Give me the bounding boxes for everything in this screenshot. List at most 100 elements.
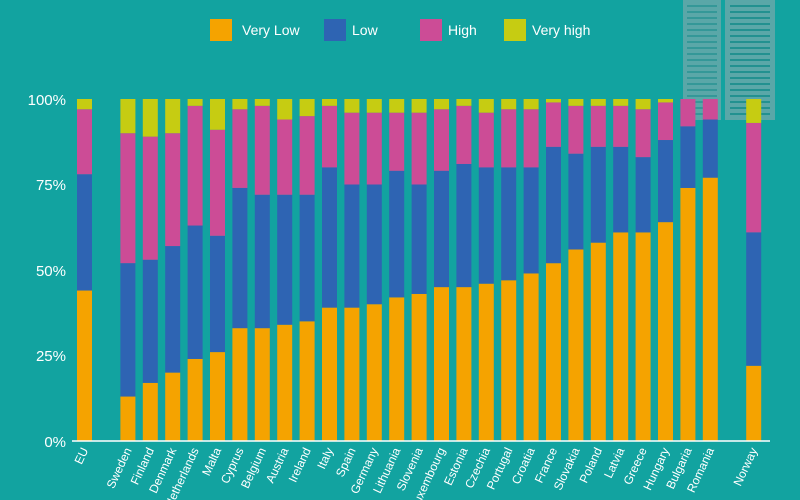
bar-segment-very-high: [478, 99, 494, 113]
bar-segment-high: [702, 99, 718, 120]
bar-segment-high: [389, 112, 405, 171]
bar-segment-very-low: [389, 297, 405, 441]
bar-segment-low: [277, 194, 293, 325]
bar-segment-high: [187, 105, 203, 226]
legend-swatch-very-high: [504, 19, 526, 41]
x-tick-label: Italy: [314, 445, 336, 471]
bar-segment-low: [434, 170, 449, 288]
bar-segment-very-low: [120, 396, 136, 441]
bar-segment-high: [501, 109, 517, 168]
bar-segment-very-high: [523, 99, 539, 110]
bars-group: [77, 99, 762, 441]
bar-segment-low: [613, 146, 629, 233]
bar-segment-very-high: [658, 99, 673, 103]
bar-segment-very-high: [299, 99, 315, 117]
bar-segment-low: [635, 157, 651, 233]
bar-segment-high: [746, 122, 762, 233]
bar-segment-very-low: [210, 352, 225, 441]
bar-segment-very-low: [478, 283, 494, 441]
bar-segment-high: [411, 112, 427, 185]
bar-segment-very-low: [277, 324, 293, 441]
bar-segment-very-low: [568, 249, 584, 441]
legend-label-very-low: Very Low: [242, 22, 300, 38]
bar-segment-very-high: [366, 99, 382, 113]
bar-segment-low: [210, 235, 225, 353]
bar-segment-high: [635, 109, 651, 158]
bar-segment-high: [299, 116, 315, 195]
building-decoration: [683, 0, 775, 120]
bar-segment-high: [613, 105, 629, 147]
bar-segment-low: [187, 225, 203, 359]
bar-segment-low: [746, 232, 762, 366]
bar-segment-very-high: [411, 99, 427, 113]
bar-segment-high: [434, 109, 449, 171]
legend-swatch-high: [420, 19, 442, 41]
bar-segment-low: [702, 119, 718, 178]
bar-segment-low: [232, 187, 248, 329]
y-tick-label: 100%: [28, 92, 66, 109]
bar-segment-very-high: [254, 99, 270, 106]
bar-segment-very-low: [613, 232, 629, 441]
bar-segment-very-low: [187, 358, 203, 441]
bar-segment-high: [366, 112, 382, 185]
bar-segment-very-low: [546, 263, 561, 441]
bar-segment-very-high: [590, 99, 606, 106]
bar-segment-very-low: [746, 365, 762, 441]
bar-segment-high: [658, 102, 673, 141]
bar-segment-very-high: [277, 99, 293, 120]
bar-segment-low: [366, 184, 382, 305]
bar-segment-high: [546, 102, 561, 147]
legend: Very Low Low High Very high: [210, 19, 590, 41]
bar-segment-very-high: [746, 99, 762, 123]
legend-swatch-very-low: [210, 19, 232, 41]
bar-segment-very-high: [546, 99, 561, 103]
y-tick-label: 0%: [44, 434, 66, 451]
bar-segment-very-high: [389, 99, 405, 113]
y-tick-label: 25%: [36, 348, 66, 365]
bar-segment-very-low: [165, 372, 181, 441]
bar-segment-low: [322, 167, 337, 308]
bar-segment-low: [590, 146, 606, 243]
bar-segment-very-high: [613, 99, 629, 106]
bar-segment-low: [478, 167, 494, 284]
legend-label-very-high: Very high: [532, 22, 590, 38]
bar-segment-low: [456, 163, 472, 288]
legend-swatch-low: [324, 19, 346, 41]
bar-segment-very-low: [299, 321, 315, 441]
bar-segment-low: [120, 263, 136, 397]
legend-label-high: High: [448, 22, 477, 38]
bar-segment-high: [120, 133, 136, 264]
bar-segment-high: [165, 133, 181, 247]
bar-segment-very-low: [702, 177, 718, 441]
bar-segment-high: [254, 105, 270, 195]
bar-segment-very-high: [165, 99, 181, 134]
bar-segment-very-high: [568, 99, 584, 106]
bar-segment-high: [478, 112, 494, 168]
bar-segment-very-low: [254, 328, 270, 441]
x-tick-label: EU: [71, 445, 91, 466]
bar-segment-very-low: [658, 222, 673, 441]
bar-segment-high: [680, 99, 696, 127]
bar-segment-low: [344, 184, 360, 308]
bar-segment-very-low: [344, 307, 360, 441]
bar-segment-high: [277, 119, 293, 195]
bar-segment-high: [523, 109, 539, 168]
bar-segment-high: [344, 112, 360, 185]
bar-segment-very-low: [590, 242, 606, 441]
bar-segment-low: [142, 259, 158, 383]
bar-segment-low: [254, 194, 270, 329]
bar-segment-high: [77, 109, 92, 175]
bar-segment-high: [232, 109, 248, 188]
bar-segment-low: [389, 170, 405, 298]
x-axis-labels: EU SwedenFinlandDenmarkNetherlandsMaltaCy…: [71, 444, 760, 500]
bar-segment-very-high: [210, 99, 225, 130]
bar-segment-low: [501, 167, 517, 281]
bar-segment-very-low: [434, 287, 449, 441]
y-tick-label: 50%: [36, 263, 66, 280]
y-tick-label: 75%: [36, 177, 66, 194]
bar-segment-very-high: [77, 99, 92, 110]
bar-segment-very-high: [142, 99, 158, 137]
bar-segment-low: [299, 194, 315, 322]
bar-segment-low: [77, 174, 92, 291]
